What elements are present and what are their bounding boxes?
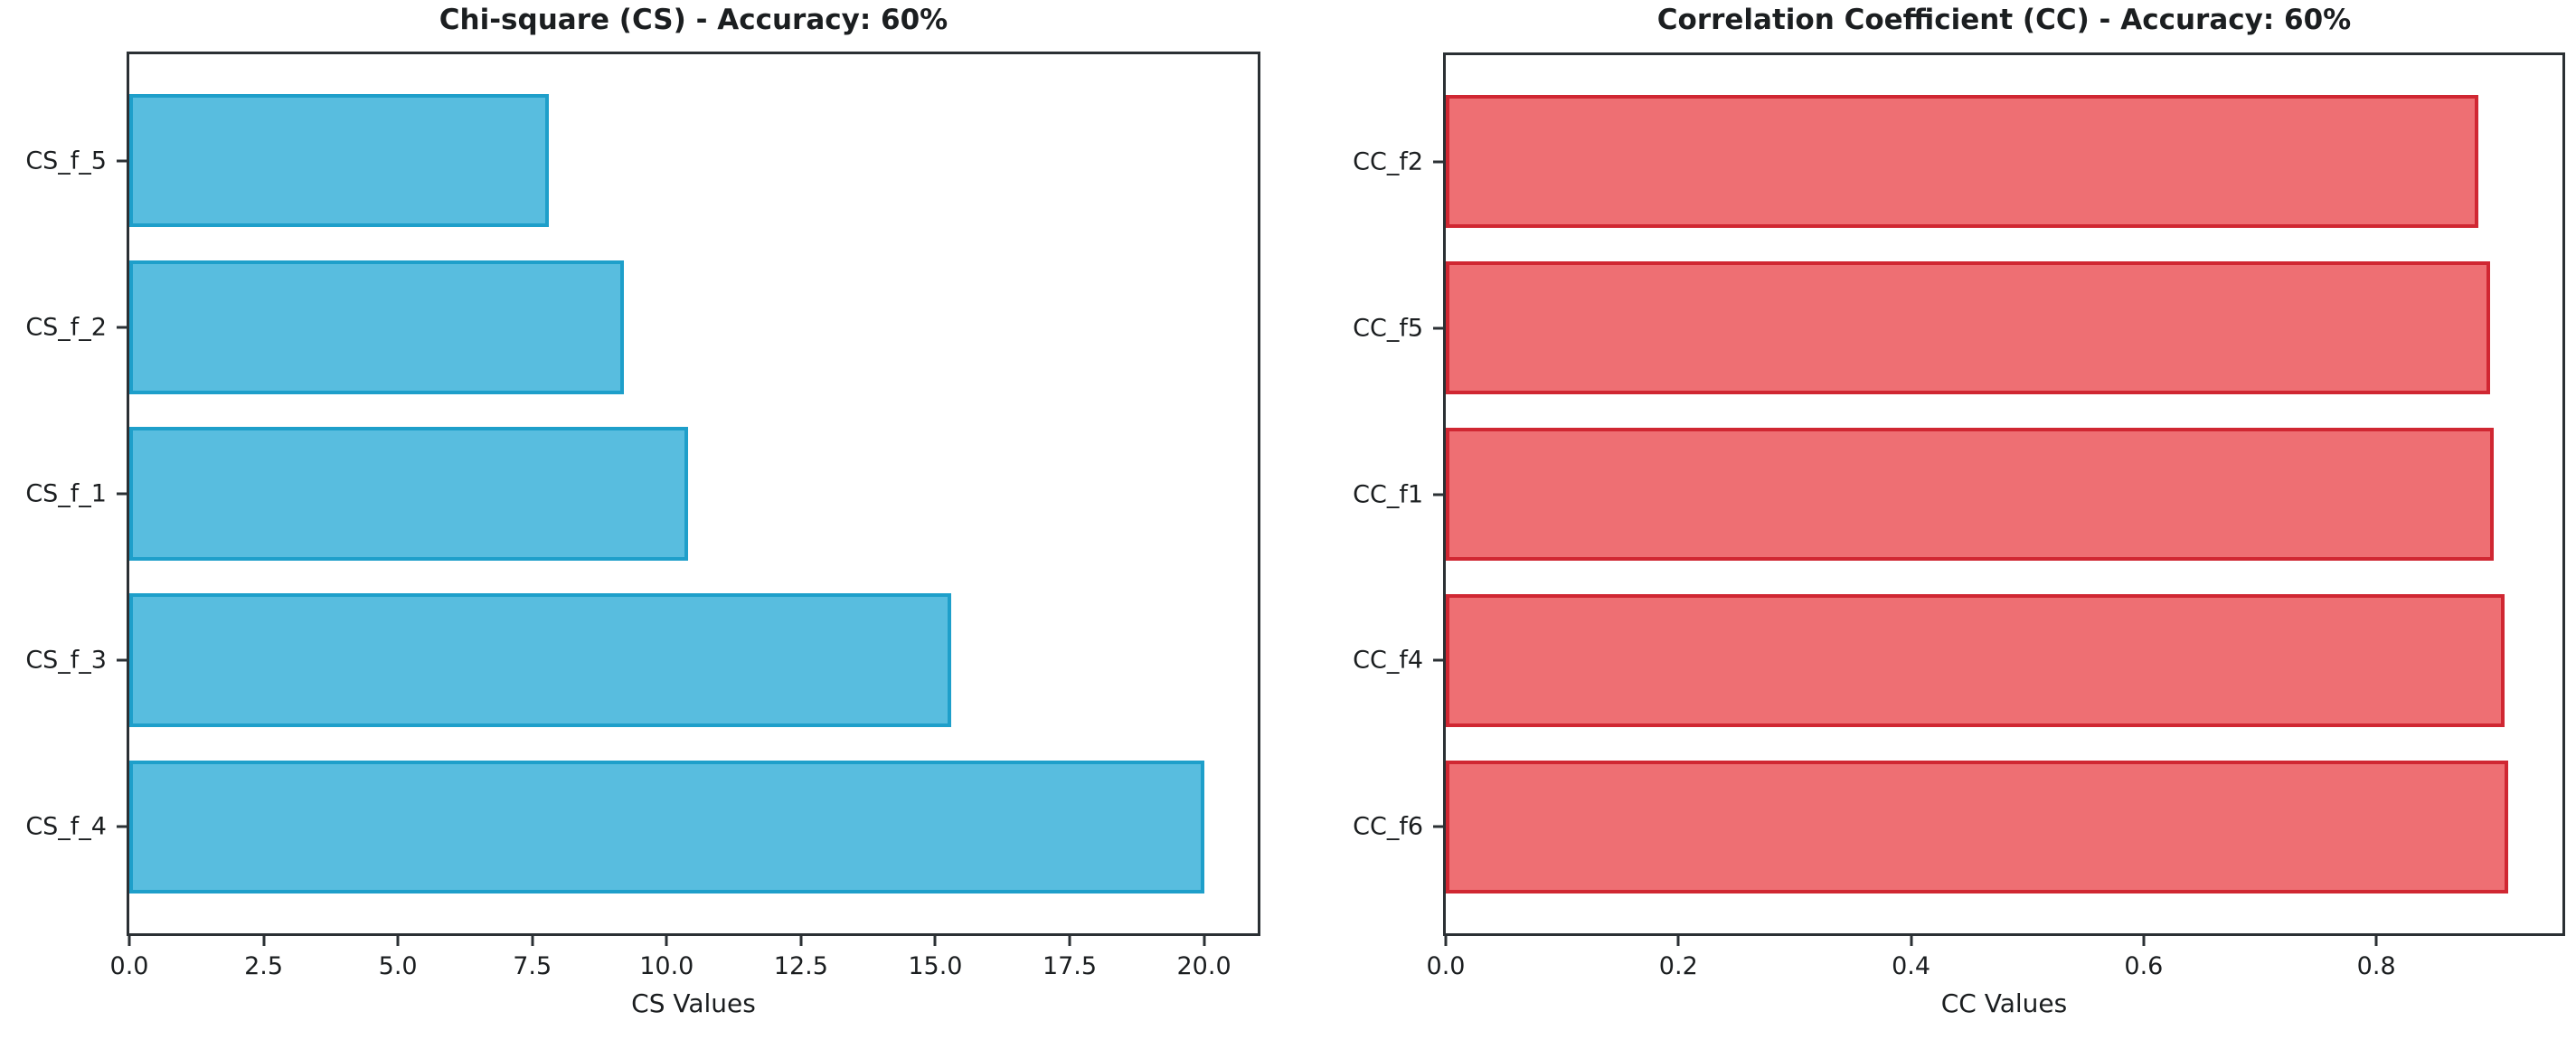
y-tick-mark	[1433, 160, 1443, 164]
y-tick-label: CC_f5	[1353, 314, 1423, 343]
x-tick-label: 20.0	[1176, 952, 1231, 980]
bar-CS_f_3	[129, 593, 952, 727]
cs-x-axis-label: CS Values	[631, 988, 756, 1018]
x-tick-label: 2.5	[244, 952, 284, 980]
bar-CS_f_4	[129, 760, 1204, 893]
bar-CC_f6	[1446, 760, 2508, 893]
y-tick-mark	[1433, 493, 1443, 496]
y-tick-label: CS_f_2	[25, 313, 107, 342]
bar-CC_f2	[1446, 95, 2479, 229]
x-tick-label: 12.5	[773, 952, 828, 980]
x-tick-label: 15.0	[908, 952, 963, 980]
cc-x-axis-label: CC Values	[1940, 988, 2068, 1018]
x-tick-mark	[1444, 936, 1448, 946]
y-tick-label: CC_f2	[1353, 147, 1423, 176]
y-tick-label: CS_f_3	[25, 646, 107, 675]
x-tick-label: 7.5	[513, 952, 552, 980]
cc-chart-title: Correlation Coefficient (CC) - Accuracy:…	[1656, 4, 2352, 36]
bar-CC_f5	[1446, 261, 2491, 395]
bar-CS_f_2	[129, 260, 624, 394]
x-tick-mark	[1203, 936, 1206, 946]
x-tick-mark	[396, 936, 400, 946]
y-tick-mark	[1433, 825, 1443, 828]
x-tick-label: 10.0	[639, 952, 694, 980]
y-tick-label: CS_f_1	[25, 479, 107, 508]
x-tick-mark	[799, 936, 803, 946]
y-tick-mark	[1433, 326, 1443, 330]
x-tick-mark	[933, 936, 937, 946]
bar-CC_f1	[1446, 427, 2495, 562]
x-tick-label: 0.0	[109, 952, 149, 980]
y-tick-label: CC_f6	[1353, 812, 1423, 841]
x-tick-label: 5.0	[378, 952, 418, 980]
cc-plot-area	[1443, 52, 2565, 936]
x-tick-label: 0.4	[1892, 952, 1931, 980]
x-tick-mark	[2142, 936, 2146, 946]
y-tick-label: CS_f_5	[25, 147, 107, 175]
x-tick-mark	[2374, 936, 2378, 946]
x-tick-mark	[531, 936, 534, 946]
y-tick-label: CC_f4	[1353, 646, 1423, 675]
y-tick-mark	[117, 658, 127, 662]
x-tick-mark	[1910, 936, 1913, 946]
x-tick-label: 0.6	[2124, 952, 2164, 980]
y-tick-mark	[117, 159, 127, 163]
x-tick-mark	[1068, 936, 1071, 946]
bar-CC_f4	[1446, 593, 2505, 727]
y-tick-mark	[117, 326, 127, 329]
x-tick-label: 0.0	[1426, 952, 1466, 980]
y-tick-label: CC_f1	[1353, 480, 1423, 508]
x-tick-label: 0.8	[2356, 952, 2396, 980]
y-tick-mark	[117, 492, 127, 496]
y-tick-label: CS_f_4	[25, 812, 107, 841]
cs-plot-area	[127, 52, 1260, 936]
cs-chart-title: Chi-square (CS) - Accuracy: 60%	[439, 4, 948, 36]
y-tick-mark	[117, 825, 127, 828]
x-tick-mark	[1676, 936, 1680, 946]
y-tick-mark	[1433, 658, 1443, 662]
x-tick-mark	[262, 936, 266, 946]
x-tick-mark	[127, 936, 131, 946]
x-tick-label: 17.5	[1042, 952, 1098, 980]
x-tick-label: 0.2	[1658, 952, 1698, 980]
bar-CS_f_1	[129, 427, 689, 561]
x-tick-mark	[665, 936, 668, 946]
bar-CS_f_5	[129, 94, 549, 228]
